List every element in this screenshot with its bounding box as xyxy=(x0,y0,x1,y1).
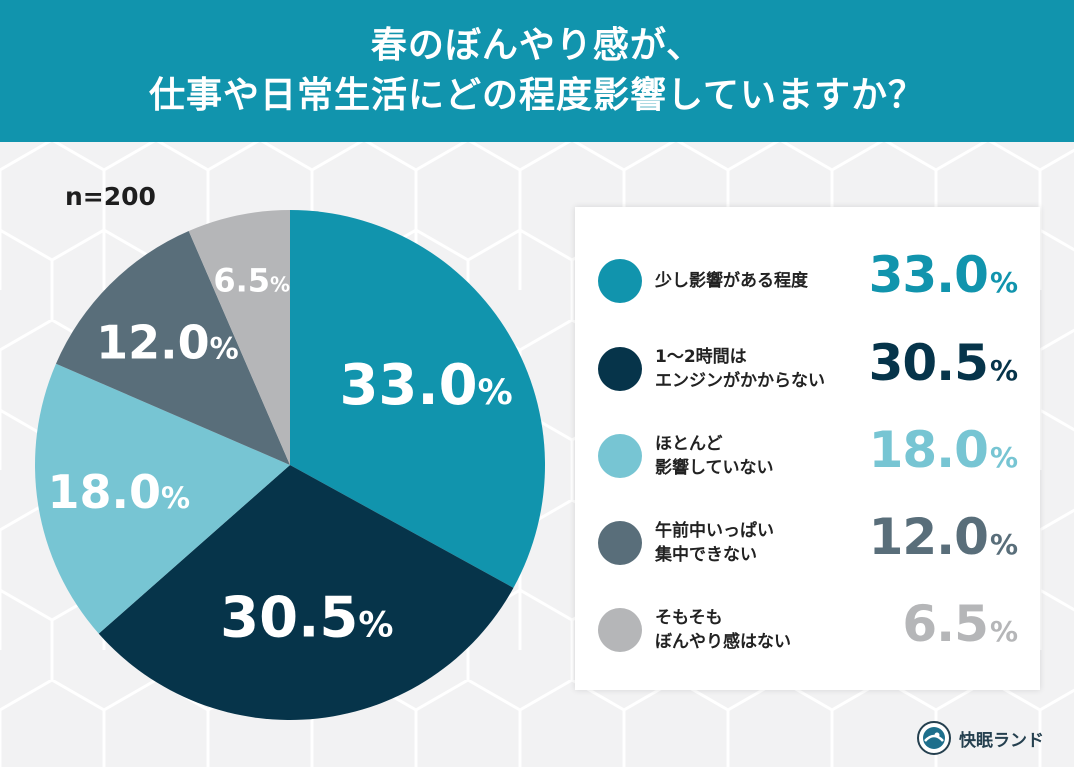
legend-label: 少し影響がある程度 xyxy=(655,271,808,291)
pie-slice xyxy=(55,230,291,465)
legend-label: 午前中いっぱい 集中できない xyxy=(655,521,774,565)
pie-slice xyxy=(188,210,290,465)
brand-name: 快眠ランド xyxy=(959,730,1044,751)
legend-swatch xyxy=(598,608,642,652)
legend-swatch xyxy=(598,434,642,478)
pie-slice-label: 12.0% xyxy=(96,315,239,369)
title-line-2: 仕事や日常生活にどの程度影響していますか？ xyxy=(149,75,925,116)
legend-value: 33.0% xyxy=(868,246,1018,304)
pie-slice xyxy=(98,465,514,720)
legend-item: 少し影響がある程度 33.0% xyxy=(575,241,1040,321)
header-banner: 春のぼんやり感が、 仕事や日常生活にどの程度影響していますか？ xyxy=(0,0,1074,142)
sample-size-label: n=200 xyxy=(65,182,156,211)
pie-slice-label: 33.0% xyxy=(339,353,512,418)
legend-panel: 少し影響がある程度 33.0% 1〜2時間は エンジンがかからない 30.5% ほ… xyxy=(575,207,1040,690)
pie-slice xyxy=(290,210,546,588)
pie-slice-label: 6.5% xyxy=(213,261,290,299)
pie-chart: 33.0% 30.5% 18.0% 12.0% 6.5% xyxy=(35,210,546,720)
brand: 快眠ランド xyxy=(917,720,1044,756)
title-line-1: 春のぼんやり感が、 xyxy=(370,25,704,66)
legend-value: 18.0% xyxy=(868,421,1018,479)
legend-item: そもそも ぼんやり感はない 6.5% xyxy=(575,590,1040,670)
legend-value: 12.0% xyxy=(868,508,1018,566)
legend-label: そもそも ぼんやり感はない xyxy=(655,608,791,652)
legend-swatch xyxy=(598,347,642,391)
pie-slice-label: 18.0% xyxy=(47,465,190,519)
legend-item: 午前中いっぱい 集中できない 12.0% xyxy=(575,503,1040,583)
legend-value: 6.5% xyxy=(902,595,1018,653)
pie-slice xyxy=(35,363,291,634)
legend-swatch xyxy=(598,521,642,565)
legend-item: 1〜2時間は エンジンがかからない 30.5% xyxy=(575,329,1040,409)
legend-swatch xyxy=(598,259,642,303)
legend-item: ほとんど 影響していない 18.0% xyxy=(575,416,1040,496)
legend-label: ほとんど 影響していない xyxy=(655,434,774,478)
legend-label: 1〜2時間は エンジンがかからない xyxy=(655,347,825,391)
pie-slice-label: 30.5% xyxy=(220,586,393,651)
kaimin-land-logo-icon xyxy=(917,721,951,755)
legend-value: 30.5% xyxy=(868,334,1018,392)
